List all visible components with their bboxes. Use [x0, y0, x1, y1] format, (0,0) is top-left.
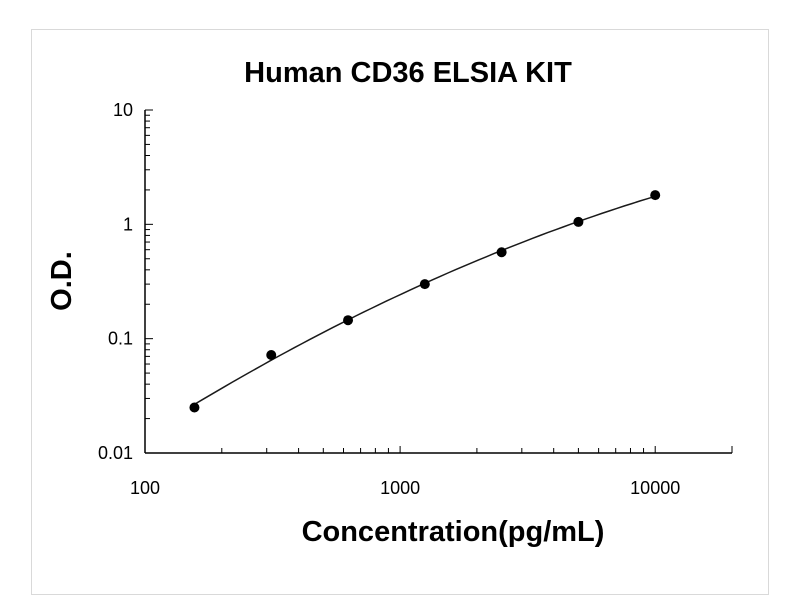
x-tick-label: 100: [130, 478, 160, 498]
data-point: [419, 279, 430, 290]
y-tick-label: 10: [113, 100, 133, 120]
x-tick-label: 10000: [630, 478, 680, 498]
x-axis-label: Concentration(pg/mL): [302, 516, 605, 548]
y-tick-label: 0.1: [108, 329, 133, 349]
data-point: [266, 349, 277, 360]
chart-frame: [31, 29, 769, 595]
data-point: [573, 216, 584, 227]
data-point: [496, 247, 507, 258]
y-axis-label: O.D.: [46, 251, 78, 311]
y-tick-label: 0.01: [98, 443, 133, 463]
data-point: [343, 315, 354, 326]
data-point: [650, 190, 661, 201]
fit-curve: [194, 195, 656, 406]
data-point: [189, 402, 200, 413]
chart-title: Human CD36 ELSIA KIT: [244, 57, 572, 89]
x-tick-label: 1000: [380, 478, 420, 498]
y-tick-label: 1: [123, 214, 133, 234]
